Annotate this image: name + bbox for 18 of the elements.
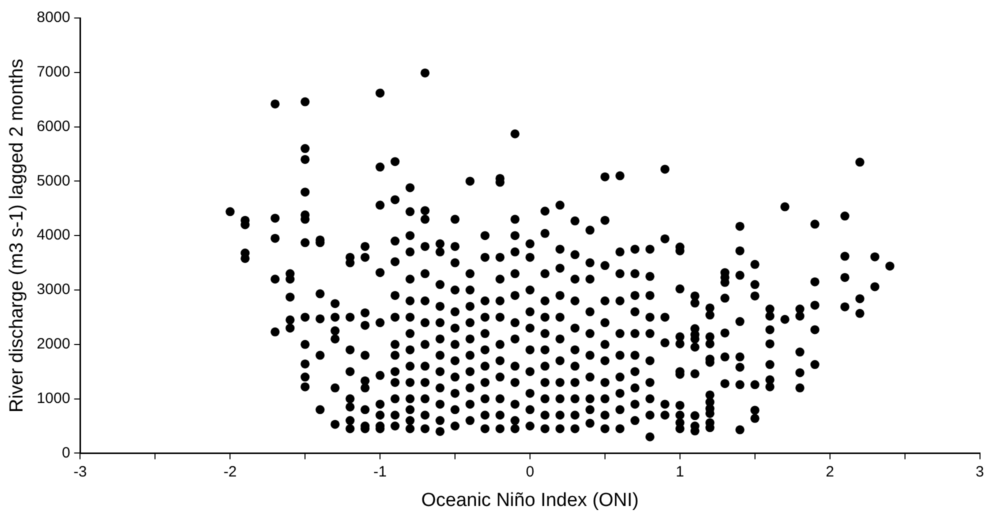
y-tick-label: 2000 (36, 336, 70, 353)
x-tick-label: 0 (526, 463, 534, 480)
y-axis-title: River discharge (m3 s-1) lagged 2 months (6, 58, 28, 412)
x-tick-label: 1 (676, 463, 684, 480)
y-tick-label: 4000 (36, 226, 70, 244)
y-tick-label: 7000 (36, 64, 70, 81)
y-tick-label: 8000 (36, 9, 70, 26)
x-tick-label: -2 (223, 463, 237, 480)
y-tick-label: 5000 (36, 172, 70, 190)
x-tick-label: -1 (373, 463, 387, 480)
x-tick-label: 3 (976, 463, 984, 480)
y-tick-label: 1000 (36, 390, 70, 407)
x-axis-title: Oceanic Niño Index (ONI) (421, 490, 639, 511)
y-tick-label: 3000 (36, 281, 70, 298)
y-tick-label: 0 (62, 444, 70, 462)
y-tick-label: 6000 (36, 118, 70, 135)
x-tick-label: 2 (826, 463, 834, 480)
x-tick-label: -3 (73, 463, 87, 480)
